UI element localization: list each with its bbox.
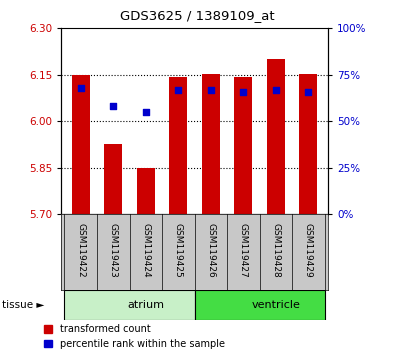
Text: GSM119427: GSM119427 bbox=[239, 223, 248, 278]
Bar bbox=[104, 144, 122, 214]
Text: GSM119428: GSM119428 bbox=[271, 223, 280, 278]
Bar bbox=[137, 169, 155, 214]
Bar bbox=[234, 77, 252, 214]
Bar bbox=[64, 290, 194, 320]
Legend: transformed count, percentile rank within the sample: transformed count, percentile rank withi… bbox=[44, 324, 225, 349]
Bar bbox=[299, 74, 317, 214]
Text: tissue ►: tissue ► bbox=[2, 300, 44, 310]
Bar bbox=[267, 59, 285, 214]
Text: GSM119429: GSM119429 bbox=[304, 223, 313, 278]
Point bbox=[305, 89, 312, 95]
Point bbox=[143, 109, 149, 115]
Text: GSM119425: GSM119425 bbox=[174, 223, 183, 278]
Point bbox=[175, 87, 181, 92]
Bar bbox=[169, 77, 187, 214]
Point bbox=[208, 87, 214, 92]
Point bbox=[77, 85, 84, 91]
Text: atrium: atrium bbox=[127, 300, 164, 310]
Point bbox=[273, 87, 279, 92]
Point bbox=[110, 103, 117, 109]
Bar bbox=[202, 74, 220, 214]
Text: GDS3625 / 1389109_at: GDS3625 / 1389109_at bbox=[120, 9, 275, 22]
Text: GSM119424: GSM119424 bbox=[141, 223, 150, 278]
Bar bbox=[72, 75, 90, 214]
Bar bbox=[194, 290, 325, 320]
Point bbox=[240, 89, 246, 95]
Text: GSM119426: GSM119426 bbox=[206, 223, 215, 278]
Text: GSM119422: GSM119422 bbox=[76, 223, 85, 278]
Text: GSM119423: GSM119423 bbox=[109, 223, 118, 278]
Text: ventricle: ventricle bbox=[251, 300, 300, 310]
